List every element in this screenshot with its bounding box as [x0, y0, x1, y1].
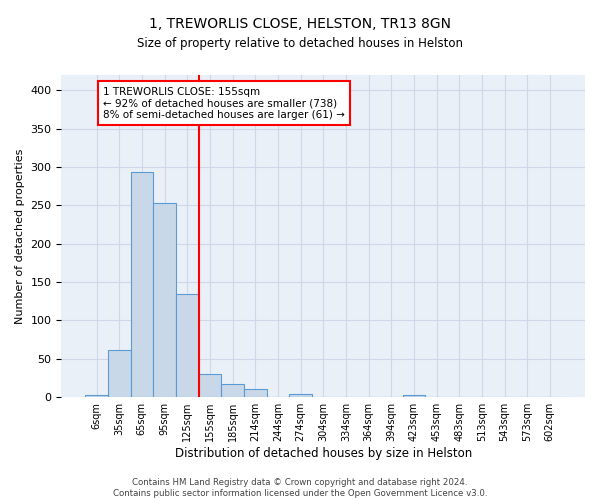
Y-axis label: Number of detached properties: Number of detached properties	[15, 148, 25, 324]
Bar	[153, 203, 176, 397]
Bar	[289, 394, 312, 397]
Bar	[199, 374, 221, 397]
Bar	[221, 384, 244, 397]
Bar	[108, 350, 131, 397]
Text: 1 TREWORLIS CLOSE: 155sqm
← 92% of detached houses are smaller (738)
8% of semi-: 1 TREWORLIS CLOSE: 155sqm ← 92% of detac…	[103, 86, 345, 120]
Bar	[176, 294, 199, 397]
Text: 1, TREWORLIS CLOSE, HELSTON, TR13 8GN: 1, TREWORLIS CLOSE, HELSTON, TR13 8GN	[149, 18, 451, 32]
Bar	[403, 395, 425, 397]
Text: Size of property relative to detached houses in Helston: Size of property relative to detached ho…	[137, 38, 463, 51]
X-axis label: Distribution of detached houses by size in Helston: Distribution of detached houses by size …	[175, 447, 472, 460]
Bar	[244, 389, 266, 397]
Bar	[131, 172, 153, 397]
Text: Contains HM Land Registry data © Crown copyright and database right 2024.
Contai: Contains HM Land Registry data © Crown c…	[113, 478, 487, 498]
Bar	[85, 395, 108, 397]
